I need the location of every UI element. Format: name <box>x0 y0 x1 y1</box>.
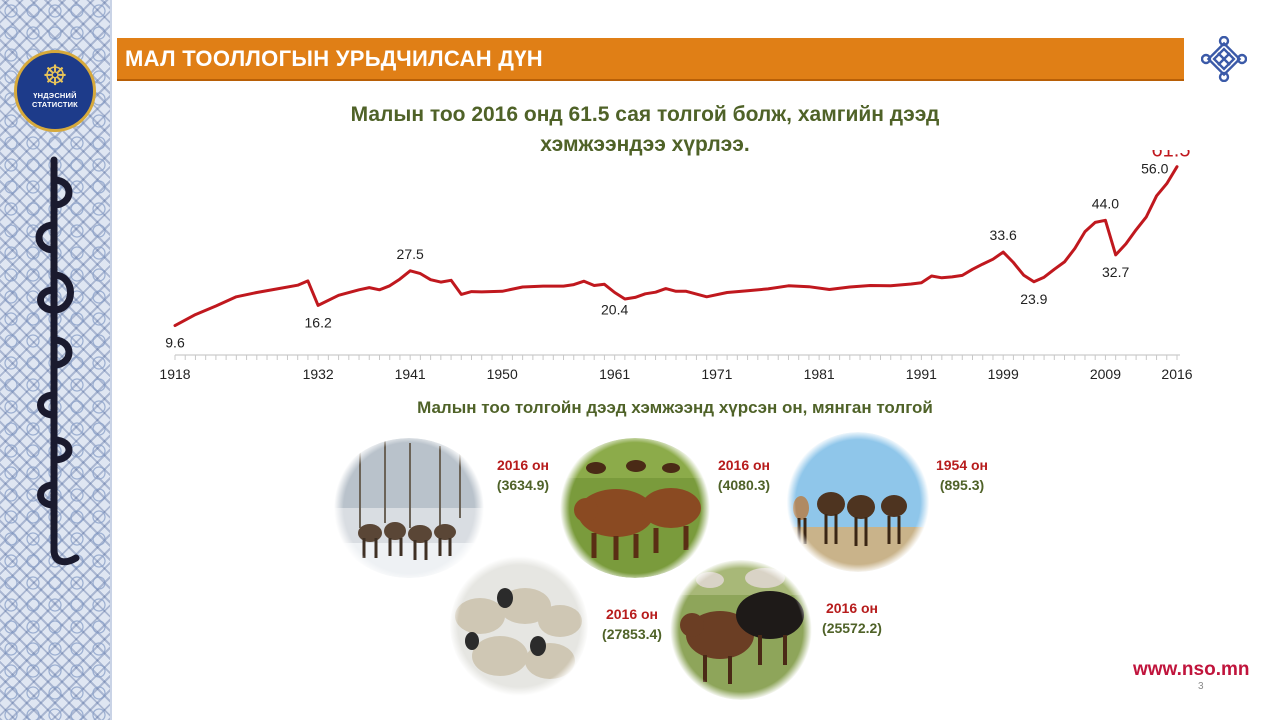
x-tick-label: 1999 <box>988 366 1019 382</box>
x-tick-label: 2009 <box>1090 366 1121 382</box>
data-label: 16.2 <box>305 314 332 330</box>
livestock-line-chart: 1918 1932 1941 1950 1961 1971 1981 1991 1999 2009… <box>159 150 1192 382</box>
nso-logo: ☸ ҮНДЭСНИЙ СТАТИСТИК <box>14 50 96 132</box>
title-bar: МАЛ ТООЛЛОГЫН УРЬДЧИЛСАН ДҮН <box>117 38 1184 81</box>
soyombo-emblem-icon: ☸ <box>42 60 68 91</box>
horses-caption: 2016 он (3634.9) <box>488 455 558 495</box>
data-label: 61.5 <box>1152 150 1191 162</box>
horses-year: 2016 он <box>496 457 550 473</box>
horses-value: (3634.9) <box>496 477 550 493</box>
headline-line-2: хэмжээндээ хүрлээ. <box>540 133 750 156</box>
x-tick-label: 1932 <box>303 366 334 382</box>
decorative-sidebar: ☸ ҮНДЭСНИЙ СТАТИСТИК <box>0 0 112 720</box>
data-label: 44.0 <box>1092 195 1119 211</box>
x-tick-label: 1991 <box>906 366 937 382</box>
camels-photo <box>786 432 930 572</box>
endless-knot-icon <box>1201 36 1247 82</box>
sheep-year: 2016 он <box>605 606 659 622</box>
data-label: 27.5 <box>397 246 424 262</box>
logo-text-line2: СТАТИСТИК <box>32 100 78 109</box>
page-number: 3 <box>1198 681 1204 692</box>
x-tick-label: 1918 <box>159 366 190 382</box>
website-link[interactable]: www.nso.mn <box>1133 659 1250 680</box>
goats-year: 2016 он <box>825 600 879 616</box>
x-tick-label: 1950 <box>487 366 518 382</box>
camels-year: 1954 он <box>935 457 989 473</box>
headline-line-1: Малын тоо 2016 онд 61.5 сая толгой болж,… <box>350 103 940 126</box>
cattle-year: 2016 он <box>717 457 771 473</box>
goats-caption: 2016 он (25572.2) <box>812 598 892 638</box>
horses-photo <box>330 438 488 578</box>
camels-caption: 1954 он (895.3) <box>926 455 998 495</box>
data-label: 33.6 <box>990 227 1017 243</box>
cattle-photo <box>556 438 714 578</box>
data-label: 56.0 <box>1141 161 1168 177</box>
page-title: МАЛ ТООЛЛОГЫН УРЬДЧИЛСАН ДҮН <box>125 46 543 71</box>
logo-text-line1: ҮНДЭСНИЙ <box>33 91 77 100</box>
records-subheadline: Малын тоо толгойн дээд хэмжээнд хүрсэн о… <box>417 398 933 417</box>
data-label: 9.6 <box>165 335 185 351</box>
x-tick-label: 1971 <box>701 366 732 382</box>
data-label: 20.4 <box>601 302 628 318</box>
sheep-value: (27853.4) <box>602 626 662 642</box>
cattle-caption: 2016 он (4080.3) <box>708 455 780 495</box>
x-tick-label: 1941 <box>395 366 426 382</box>
mongolian-script-graphic <box>35 156 80 566</box>
goats-photo <box>670 560 812 700</box>
x-tick-label: 1981 <box>804 366 835 382</box>
data-label: 32.7 <box>1102 264 1129 280</box>
series-line <box>173 165 1179 328</box>
x-tick-label: 2016 <box>1161 366 1192 382</box>
camels-value: (895.3) <box>939 477 985 493</box>
goats-value: (25572.2) <box>822 620 882 636</box>
cattle-value: (4080.3) <box>717 477 771 493</box>
sheep-photo <box>450 556 588 696</box>
chart-headline: Малын тоо 2016 онд 61.5 сая толгой болж,… <box>290 100 1000 160</box>
data-label: 23.9 <box>1020 291 1047 307</box>
x-tick-label: 1961 <box>599 366 630 382</box>
sheep-caption: 2016 он (27853.4) <box>592 604 672 644</box>
